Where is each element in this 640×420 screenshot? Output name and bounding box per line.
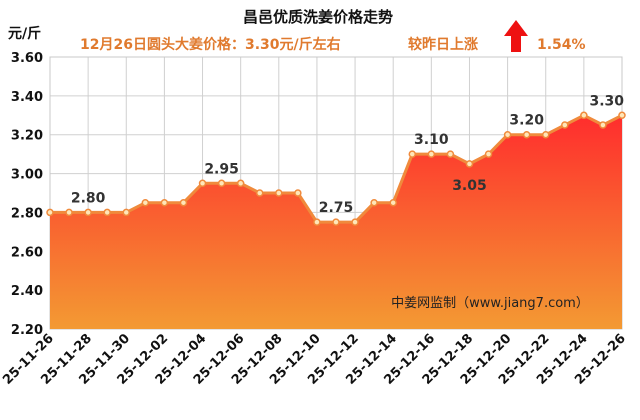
data-label: 3.05 <box>452 178 487 194</box>
y-tick-label: 2.40 <box>11 284 43 299</box>
up-arrow-icon <box>504 20 528 52</box>
data-label: 3.10 <box>414 132 449 148</box>
data-label: 2.80 <box>71 190 106 206</box>
data-point <box>160 198 169 207</box>
y-axis-unit-label: 元/斤 <box>8 25 41 42</box>
y-tick-label: 2.80 <box>11 206 43 221</box>
data-point <box>541 130 550 139</box>
data-point <box>389 198 397 207</box>
data-point <box>484 150 493 158</box>
y-tick-label: 2.20 <box>11 323 43 338</box>
data-point <box>313 218 321 226</box>
data-point <box>580 111 588 120</box>
data-point <box>465 160 474 168</box>
data-point <box>446 150 455 158</box>
data-point <box>351 218 359 226</box>
x-axis-ticks: 25-11-2625-11-2825-11-3025-12-0225-12-04… <box>0 331 629 388</box>
data-point <box>618 111 626 120</box>
data-label: 3.20 <box>509 113 544 129</box>
data-point <box>179 198 188 207</box>
data-point <box>103 208 111 217</box>
data-point <box>255 189 264 197</box>
data-labels: 2.80 2.95 2.75 3.10 3.05 3.20 3.30 <box>71 93 624 216</box>
data-point <box>561 121 569 129</box>
data-label: 2.75 <box>319 200 354 216</box>
chart-title: 昌邑优质洗姜价格走势 <box>243 8 393 26</box>
data-point <box>65 208 73 217</box>
series-markers <box>46 111 626 226</box>
y-axis-ticks: 2.20 2.40 2.60 2.80 3.00 3.20 3.40 3.60 <box>11 51 43 338</box>
y-tick-label: 2.60 <box>11 245 43 260</box>
data-point <box>370 198 378 207</box>
data-point <box>198 179 207 188</box>
y-tick-label: 3.00 <box>11 168 43 183</box>
change-value: 1.54% <box>537 37 586 53</box>
data-point <box>141 198 150 207</box>
data-point <box>217 179 226 188</box>
data-point <box>332 218 340 226</box>
y-tick-label: 3.40 <box>11 90 43 105</box>
data-point <box>522 130 531 139</box>
data-point <box>275 189 283 197</box>
data-point <box>122 208 131 217</box>
data-label: 3.30 <box>589 93 624 109</box>
watermark: 中姜网监制（www.jiang7.com） <box>391 296 589 311</box>
data-point <box>84 208 92 217</box>
data-point <box>46 208 54 217</box>
data-label: 2.95 <box>204 161 239 177</box>
data-point <box>408 150 417 158</box>
y-tick-label: 3.20 <box>11 129 43 144</box>
data-point <box>599 121 607 129</box>
data-point <box>427 150 436 158</box>
y-tick-label: 3.60 <box>11 51 43 66</box>
data-point <box>236 179 245 188</box>
data-point <box>503 130 512 139</box>
chart-subtitle: 12月26日圆头大姜价格：3.30元/斤左右 <box>80 36 341 53</box>
change-text: 较昨日上涨 <box>408 36 478 53</box>
data-point <box>294 189 302 197</box>
